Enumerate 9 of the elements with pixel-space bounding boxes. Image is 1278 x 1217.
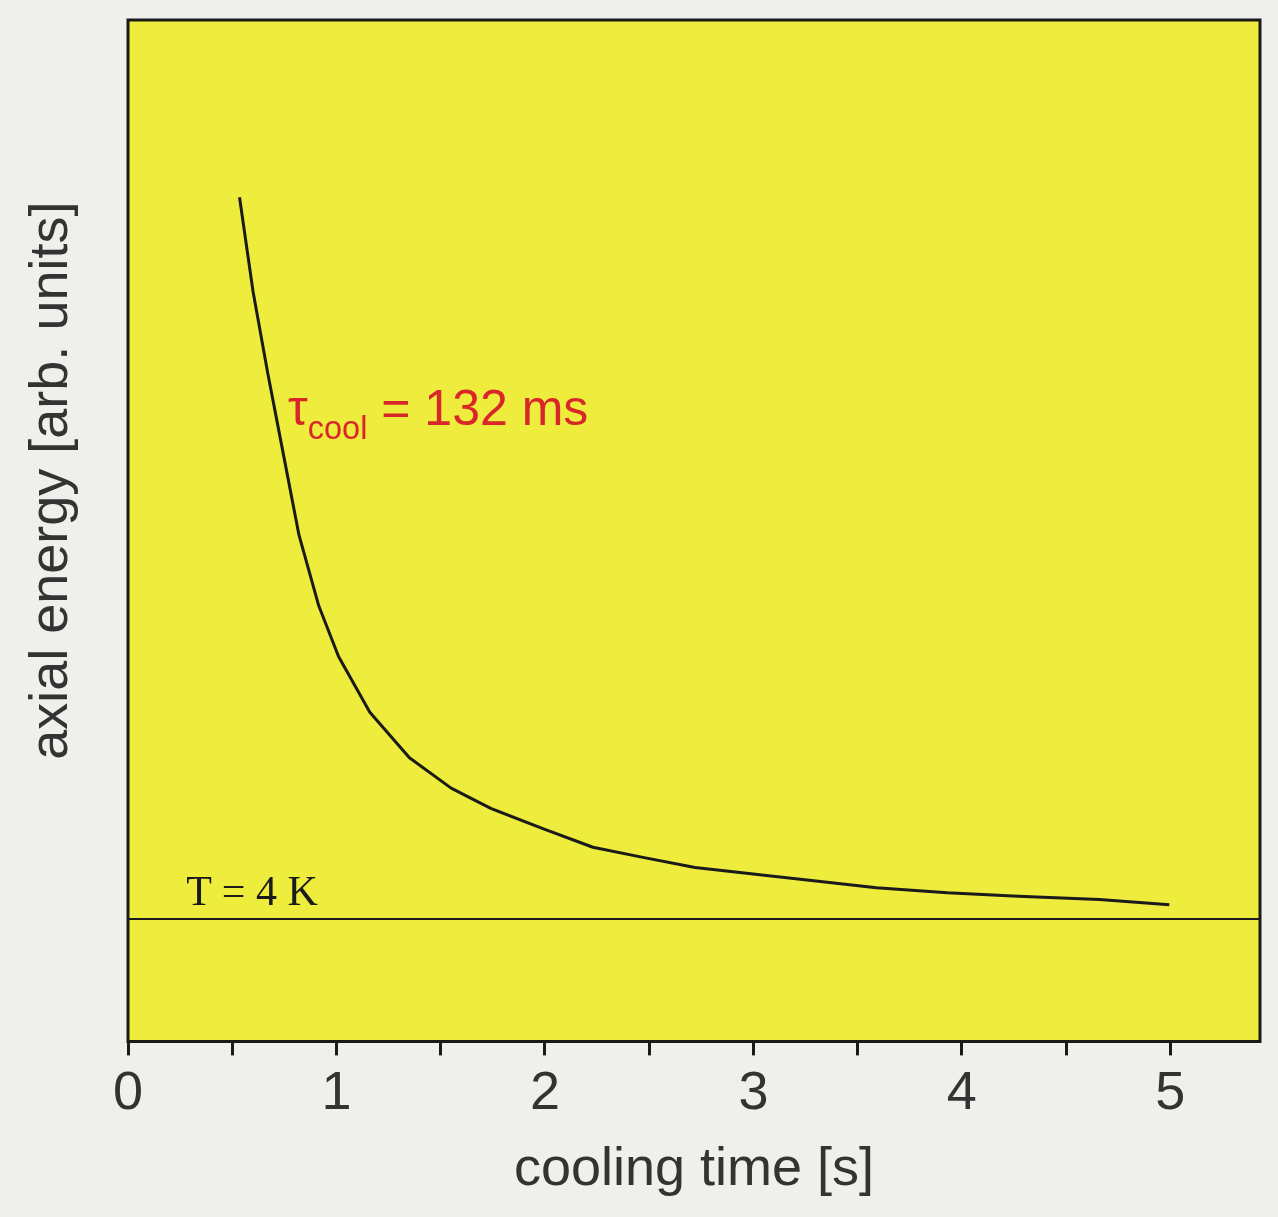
x-axis-title: cooling time [s] xyxy=(513,1136,875,1197)
x-tick-label: 0 xyxy=(112,1059,144,1120)
x-tick-label: 3 xyxy=(738,1059,769,1120)
x-tick-label: 5 xyxy=(1155,1059,1186,1120)
x-tick-label: 4 xyxy=(946,1059,977,1120)
annotation: T = 4 K xyxy=(186,868,318,914)
y-axis-title: axial energy [arb. units] xyxy=(17,201,78,760)
x-tick-label: 2 xyxy=(529,1059,560,1120)
x-tick-label: 1 xyxy=(321,1059,352,1120)
